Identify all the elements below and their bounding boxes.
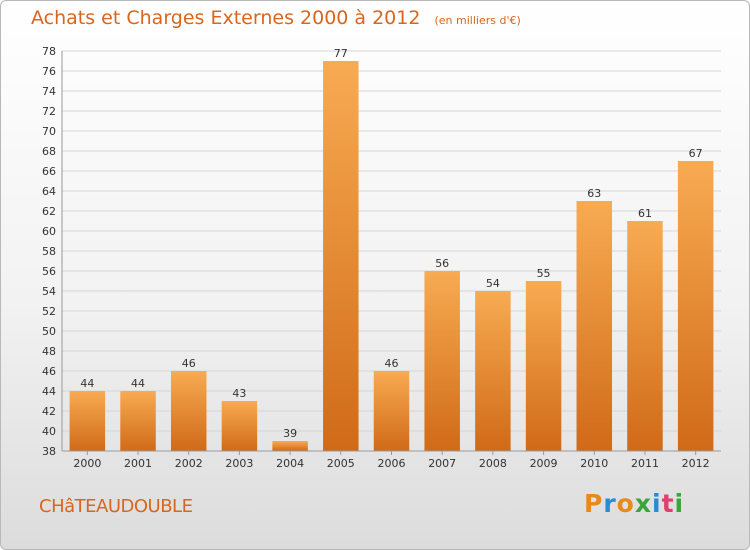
y-tick-label: 76 — [42, 65, 56, 78]
bar — [576, 201, 613, 451]
y-tick-label: 58 — [42, 245, 56, 258]
x-tick-label: 2001 — [124, 457, 152, 470]
data-label: 67 — [689, 147, 703, 160]
x-tick-label: 2008 — [479, 457, 507, 470]
bar — [677, 161, 714, 451]
unit-text: (en milliers d'€) — [434, 14, 521, 27]
y-tick-label: 60 — [42, 225, 56, 238]
y-tick-label: 54 — [42, 285, 56, 298]
bars — [69, 61, 714, 451]
title-text: Achats et Charges Externes 2000 à 2012 — [31, 7, 421, 29]
y-tick-label: 74 — [42, 85, 56, 98]
x-tick-label: 2012 — [682, 457, 710, 470]
logo-letter: i — [674, 489, 685, 518]
bar — [525, 281, 562, 451]
bar — [120, 391, 156, 451]
data-labels: 44 44 46 43 39 77 46 56 54 55 63 61 67 — [80, 47, 702, 440]
y-tick-label: 50 — [42, 325, 56, 338]
data-label: 46 — [385, 357, 399, 370]
data-label: 46 — [182, 357, 196, 370]
y-tick-label: 62 — [42, 205, 56, 218]
bar-chart: 38 40 42 44 46 48 50 52 54 56 58 60 62 64 66 68 70 72 74 76… — [42, 45, 721, 470]
y-tick-label: 40 — [42, 425, 56, 438]
data-label: 44 — [131, 377, 145, 390]
chart-title: Achats et Charges Externes 2000 à 2012 (… — [31, 7, 521, 29]
data-label: 55 — [537, 267, 551, 280]
data-label: 54 — [486, 277, 500, 290]
y-axis: 38 40 42 44 46 48 50 52 54 56 58 60 62 64 66 68 70 72 74 76… — [42, 45, 721, 458]
x-tick-label: 2002 — [175, 457, 203, 470]
data-label: 61 — [638, 207, 652, 220]
data-label: 43 — [232, 387, 246, 400]
x-axis: 2000 2001 2002 2003 2004 2005 2006 2007 2008 2009… — [73, 451, 710, 470]
bar — [272, 441, 308, 451]
data-label: 44 — [80, 377, 94, 390]
y-tick-label: 66 — [42, 165, 56, 178]
y-tick-label: 68 — [42, 145, 56, 158]
x-tick-label: 2004 — [276, 457, 304, 470]
y-tick-label: 70 — [42, 125, 56, 138]
x-tick-label: 2010 — [580, 457, 608, 470]
logo-letter: P — [584, 489, 604, 518]
data-label: 39 — [283, 427, 297, 440]
y-tick-label: 48 — [42, 345, 56, 358]
y-tick-label: 64 — [42, 185, 56, 198]
logo-letter: r — [603, 489, 617, 518]
x-tick-label: 2005 — [327, 457, 355, 470]
data-label: 77 — [334, 47, 348, 60]
logo-letter: x — [634, 489, 652, 518]
y-tick-label: 56 — [42, 265, 56, 278]
city-name: CHâTEAUDOUBLE — [39, 496, 193, 517]
y-tick-label: 42 — [42, 405, 56, 418]
data-label: 63 — [587, 187, 601, 200]
logo-letter: t — [661, 489, 675, 518]
y-tick-label: 52 — [42, 305, 56, 318]
x-tick-label: 2006 — [378, 457, 406, 470]
x-tick-label: 2000 — [73, 457, 101, 470]
x-tick-label: 2011 — [631, 457, 659, 470]
y-tick-label: 72 — [42, 105, 56, 118]
x-tick-label: 2007 — [428, 457, 456, 470]
proxiti-logo[interactable]: Proxiti — [584, 489, 684, 518]
bar — [424, 271, 460, 451]
x-tick-label: 2003 — [225, 457, 253, 470]
bar — [373, 371, 410, 451]
logo-letter: o — [616, 489, 635, 518]
y-tick-label: 44 — [42, 385, 56, 398]
x-tick-label: 2009 — [530, 457, 558, 470]
bar — [323, 61, 359, 451]
y-tick-label: 78 — [42, 45, 56, 58]
bar — [69, 391, 106, 451]
y-tick-label: 38 — [42, 445, 56, 458]
data-label: 56 — [435, 257, 449, 270]
bar — [475, 291, 511, 451]
bar — [627, 221, 663, 451]
bar — [170, 371, 207, 451]
logo-letter: i — [652, 489, 662, 518]
y-tick-label: 46 — [42, 365, 56, 378]
bar — [221, 401, 258, 451]
